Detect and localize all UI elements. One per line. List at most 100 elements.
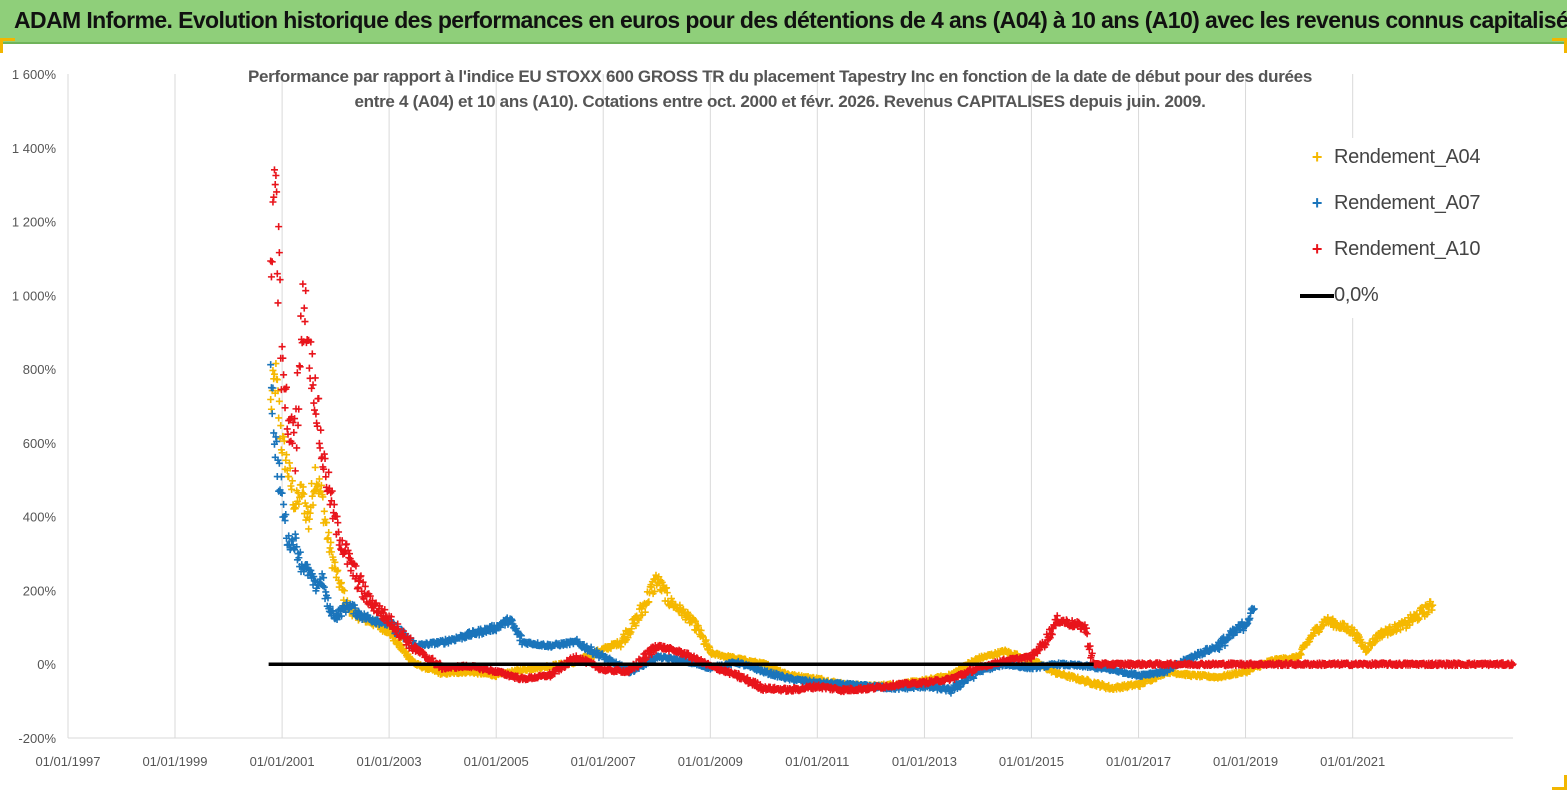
data-point-marker	[343, 540, 351, 548]
data-point-marker	[276, 276, 284, 284]
data-point-marker	[280, 371, 288, 379]
frame-corner-top-left	[0, 38, 15, 53]
data-point-marker	[270, 370, 278, 378]
data-point-marker	[285, 532, 293, 540]
x-tick-label: 01/01/2001	[250, 754, 315, 769]
data-point-marker	[275, 459, 283, 467]
data-point-marker	[394, 625, 402, 633]
data-point-marker	[320, 574, 328, 582]
data-point-marker	[327, 497, 335, 505]
data-point-marker	[305, 525, 313, 533]
data-point-marker	[339, 586, 347, 594]
data-point-marker	[1053, 612, 1061, 620]
data-point-marker	[282, 511, 290, 519]
data-point-marker	[313, 422, 321, 430]
y-tick-label: 1 000%	[12, 288, 57, 303]
data-point-marker	[274, 299, 282, 307]
data-point-marker	[337, 579, 345, 587]
data-point-marker	[297, 312, 305, 320]
data-point-marker	[283, 451, 291, 459]
plus-marker-icon: +	[1311, 193, 1323, 213]
y-tick-label: 1 200%	[12, 215, 57, 230]
legend-item-a07: + Rendement_A07	[1300, 192, 1481, 218]
data-point-marker	[303, 502, 311, 510]
data-point-marker	[399, 627, 407, 635]
data-point-marker	[281, 404, 289, 412]
x-tick-label: 01/01/2021	[1320, 754, 1385, 769]
data-point-marker	[305, 515, 313, 523]
legend-item-zero: 0,0%	[1300, 284, 1379, 310]
data-point-marker	[271, 181, 279, 189]
data-point-marker	[300, 490, 308, 498]
data-point-marker	[691, 617, 699, 625]
data-point-marker	[351, 604, 359, 612]
data-point-marker	[307, 338, 315, 346]
data-point-marker	[324, 594, 332, 602]
x-tick-label: 01/01/2015	[999, 754, 1064, 769]
data-point-marker	[1081, 621, 1089, 629]
data-point-marker	[319, 582, 327, 590]
x-tick-label: 01/01/2009	[678, 754, 743, 769]
data-point-marker	[1045, 635, 1053, 643]
legend-item-a10: + Rendement_A10	[1300, 238, 1481, 264]
x-tick-label: 01/01/1999	[142, 754, 207, 769]
data-point-marker	[270, 429, 278, 437]
data-point-marker	[307, 566, 315, 574]
data-point-marker	[379, 609, 387, 617]
data-point-marker	[272, 360, 280, 368]
data-point-marker	[270, 193, 278, 201]
data-point-marker	[308, 384, 316, 392]
data-point-marker	[300, 304, 308, 312]
data-point-marker	[632, 622, 640, 630]
data-point-marker	[301, 318, 309, 326]
y-tick-label: 800%	[23, 362, 57, 377]
legend-label-a10: Rendement_A10	[1334, 238, 1481, 260]
data-point-marker	[317, 426, 325, 434]
y-axis-tick-labels: -200%0%200%400%600%800%1 000%1 200%1 400…	[12, 67, 57, 746]
y-tick-label: 400%	[23, 510, 57, 525]
data-point-marker	[628, 625, 636, 633]
data-point-marker	[267, 395, 275, 403]
x-tick-label: 01/01/2007	[571, 754, 636, 769]
data-points	[267, 166, 1517, 697]
data-point-marker	[327, 538, 335, 546]
data-point-marker	[372, 599, 380, 607]
data-point-marker	[319, 493, 327, 501]
data-point-marker	[291, 467, 299, 475]
data-point-marker	[275, 397, 283, 405]
data-point-marker	[1048, 630, 1056, 638]
x-tick-label: 01/01/2011	[785, 754, 849, 769]
data-point-marker	[315, 475, 323, 483]
data-point-marker	[316, 444, 324, 452]
data-point-marker	[273, 437, 281, 445]
data-point-marker	[286, 464, 294, 472]
data-point-marker	[295, 405, 303, 413]
data-point-marker	[347, 567, 355, 575]
data-point-marker	[320, 583, 328, 591]
data-point-marker	[1086, 642, 1094, 650]
data-point-marker	[643, 653, 651, 661]
data-point-marker	[309, 501, 317, 509]
data-point-marker	[295, 554, 303, 562]
data-point-marker	[690, 616, 698, 624]
data-point-marker	[1250, 605, 1258, 613]
data-point-marker	[651, 587, 659, 595]
data-point-marker	[273, 376, 281, 384]
data-point-marker	[280, 500, 288, 508]
data-point-marker	[278, 449, 286, 457]
data-point-marker	[306, 509, 314, 517]
data-point-marker	[388, 618, 396, 626]
data-point-marker	[268, 258, 276, 266]
x-axis-tick-labels: 01/01/1997 01/01/1999 01/01/2001 01/01/2003…	[35, 754, 1385, 769]
data-point-marker	[290, 429, 298, 437]
data-point-marker	[288, 439, 296, 447]
data-point-marker	[1418, 603, 1426, 611]
data-point-marker	[357, 572, 365, 580]
data-point-marker	[293, 444, 301, 452]
x-tick-label: 01/01/1997	[35, 754, 100, 769]
data-point-marker	[1396, 626, 1404, 634]
data-point-marker	[288, 485, 296, 493]
data-point-marker	[288, 477, 296, 485]
data-point-marker	[267, 273, 275, 281]
data-point-marker	[334, 566, 342, 574]
